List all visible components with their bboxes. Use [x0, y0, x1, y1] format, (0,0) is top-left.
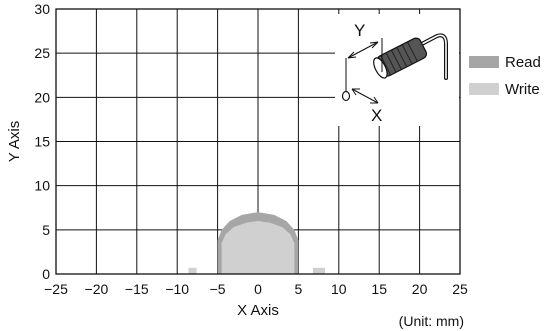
x-tick-label: −15 — [125, 281, 149, 297]
y-tick-label: 15 — [34, 134, 50, 150]
y-tick-labels: 0 5 10 15 20 25 30 — [34, 1, 50, 282]
y-tick-label: 30 — [34, 1, 50, 17]
region-write-side-1 — [312, 267, 326, 274]
x-tick-label: 20 — [412, 281, 428, 297]
inset-label-x: X — [371, 106, 382, 125]
communication-regions — [188, 212, 326, 274]
region-write — [221, 221, 295, 274]
x-tick-label: 10 — [331, 281, 347, 297]
plot-frame — [55, 8, 461, 275]
x-tick-label: −5 — [210, 281, 226, 297]
y-axis-label: Y Axis — [6, 121, 23, 162]
x-tick-label: 0 — [254, 281, 262, 297]
x-tick-label: −25 — [44, 281, 68, 297]
tag-icon — [341, 90, 351, 102]
inset-label-y: Y — [354, 21, 365, 40]
legend-label-read: Read — [505, 54, 541, 71]
region-write-side-0 — [188, 267, 197, 274]
legend-swatch-read — [469, 56, 499, 68]
legend-swatch-write — [469, 83, 499, 95]
head-body-icon — [373, 37, 428, 79]
y-tick-label: 0 — [42, 266, 50, 282]
legend: Read Write — [469, 54, 541, 98]
x-axis-label: X Axis — [237, 302, 279, 319]
x-tick-label: 25 — [452, 281, 468, 297]
x-tick-labels: −25 −20 −15 −10 −5 0 5 10 15 20 25 — [44, 281, 468, 297]
legend-label-write: Write — [505, 81, 540, 98]
reader-head-icon — [373, 33, 448, 80]
y-tick-label: 20 — [34, 89, 50, 105]
y-tick-label: 5 — [42, 222, 50, 238]
y-tick-label: 10 — [34, 178, 50, 194]
y-tick-label: 25 — [34, 45, 50, 61]
x-distance-dimension — [351, 88, 379, 104]
x-tick-label: −10 — [165, 281, 189, 297]
cable-core-icon — [417, 34, 447, 79]
diagram-inset: Y X — [335, 14, 459, 126]
x-tick-label: −20 — [85, 281, 109, 297]
x-tick-label: 5 — [295, 281, 303, 297]
x-tick-label: 15 — [371, 281, 387, 297]
y-distance-dimension — [345, 38, 383, 91]
unit-note: (Unit: mm) — [399, 313, 464, 329]
